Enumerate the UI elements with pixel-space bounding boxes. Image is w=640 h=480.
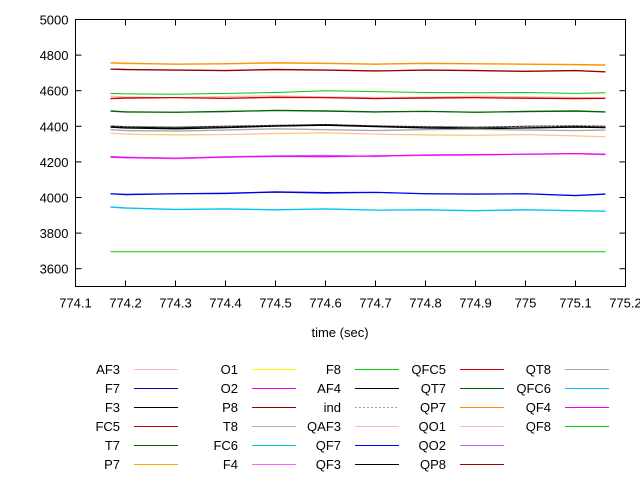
legend-label: T8 — [223, 419, 238, 434]
y-axis: 3600 3800 4000 4200 4400 4600 4800 5000 — [40, 13, 626, 277]
legend-item-qo1: QO1 — [419, 419, 504, 434]
legend-label: QF8 — [526, 419, 551, 434]
legend-label: QP8 — [420, 457, 446, 472]
legend-item-qt7: QT7 — [421, 381, 504, 396]
legend-label: QO2 — [419, 438, 446, 453]
series-line-qt8 — [110, 128, 606, 132]
legend-item-f7: F7 — [105, 381, 178, 396]
x-tick-label: 775.1 — [559, 296, 592, 311]
series-line-qf3 — [110, 124, 606, 129]
x-tick-label: 774.5 — [259, 296, 292, 311]
y-tick-label: 4600 — [40, 84, 69, 99]
legend-label: QFC5 — [411, 362, 446, 377]
y-tick-label: 4000 — [40, 191, 69, 206]
legend-item-f4: F4 — [223, 457, 296, 472]
legend-label: QP7 — [420, 400, 446, 415]
legend-label: O1 — [221, 362, 238, 377]
legend-label: QF4 — [526, 400, 551, 415]
series-line-qfc5 — [110, 96, 606, 99]
legend-label: QO1 — [419, 419, 446, 434]
series-line-qp7 — [110, 62, 606, 66]
series-line-qo1 — [110, 132, 606, 138]
legend: AF3 F7 F3 FC5 T7 P7 O1 O2 P8 T8 FC6 F4 F8 AF4 ind QAF3 Q… — [95, 362, 609, 472]
y-tick-label: 3600 — [40, 262, 69, 277]
y-tick-label: 3800 — [40, 226, 69, 241]
legend-item-t8: T8 — [223, 419, 296, 434]
legend-label: QF7 — [316, 438, 341, 453]
legend-label: T7 — [105, 438, 120, 453]
legend-item-p8: P8 — [222, 400, 296, 415]
x-axis: 774.1 774.2 774.3 774.4 774.5 774.6 774.7 774.8… — [59, 19, 640, 311]
series-line-f8 — [110, 90, 606, 95]
x-tick-label: 774.3 — [159, 296, 192, 311]
y-tick-label: 4200 — [40, 155, 69, 170]
legend-item-f3: F3 — [105, 400, 178, 415]
legend-item-qf7: QF7 — [316, 438, 399, 453]
legend-item-qfc6: QFC6 — [516, 381, 609, 396]
series-line-qt7 — [110, 109, 606, 113]
x-tick-label: 774.8 — [409, 296, 442, 311]
legend-item-t7: T7 — [105, 438, 178, 453]
legend-item-qfc5: QFC5 — [411, 362, 504, 377]
x-tick-label: 774.9 — [459, 296, 492, 311]
legend-item-af3: AF3 — [96, 362, 178, 377]
plot-frame — [75, 19, 626, 287]
legend-item-p7: P7 — [104, 457, 178, 472]
x-tick-label: 775.2 — [609, 296, 640, 311]
legend-label: QF3 — [316, 457, 341, 472]
legend-label: AF4 — [317, 381, 341, 396]
legend-label: QFC6 — [516, 381, 551, 396]
legend-item-qt8: QT8 — [526, 362, 609, 377]
legend-label: F8 — [326, 362, 341, 377]
legend-label: FC6 — [213, 438, 238, 453]
series-line-qfc6 — [110, 206, 606, 212]
legend-label: QT8 — [526, 362, 551, 377]
y-tick-label: 5000 — [40, 13, 69, 28]
y-tick-label: 4800 — [40, 48, 69, 63]
series-line-qf7 — [110, 191, 606, 196]
x-tick-label: 774.4 — [209, 296, 242, 311]
legend-item-af4: AF4 — [317, 381, 399, 396]
x-tick-label: 774.2 — [109, 296, 142, 311]
legend-label: QAF3 — [307, 419, 341, 434]
legend-item-qp7: QP7 — [420, 400, 504, 415]
legend-label: F4 — [223, 457, 238, 472]
legend-item-qf8: QF8 — [526, 419, 609, 434]
series-line-qp8 — [110, 68, 606, 73]
x-tick-label: 774.7 — [359, 296, 392, 311]
x-tick-label: 774.6 — [309, 296, 342, 311]
legend-item-qaf3: QAF3 — [307, 419, 399, 434]
legend-label: P8 — [222, 400, 238, 415]
legend-item-fc6: FC6 — [213, 438, 296, 453]
legend-label: ind — [324, 400, 341, 415]
legend-label: FC5 — [95, 419, 120, 434]
legend-label: QT7 — [421, 381, 446, 396]
legend-item-f8: F8 — [326, 362, 399, 377]
legend-label: F7 — [105, 381, 120, 396]
legend-label: F3 — [105, 400, 120, 415]
y-tick-label: 4400 — [40, 119, 69, 134]
legend-item-qf3: QF3 — [316, 457, 399, 472]
legend-item-qp8: QP8 — [420, 457, 504, 472]
series-line-ind — [110, 123, 606, 128]
legend-item-o1: O1 — [221, 362, 296, 377]
x-tick-label: 775 — [515, 296, 537, 311]
legend-item-fc5: FC5 — [95, 419, 178, 434]
legend-item-o2: O2 — [221, 381, 296, 396]
series-layer — [110, 62, 606, 253]
legend-item-qf4: QF4 — [526, 400, 609, 415]
x-axis-label: time (sec) — [311, 325, 368, 340]
legend-label: AF3 — [96, 362, 120, 377]
legend-label: P7 — [104, 457, 120, 472]
legend-item-ind: ind — [324, 400, 399, 415]
x-tick-label: 774.1 — [59, 296, 92, 311]
legend-label: O2 — [221, 381, 238, 396]
series-line-qf4 — [110, 152, 606, 159]
legend-item-qo2: QO2 — [419, 438, 504, 453]
